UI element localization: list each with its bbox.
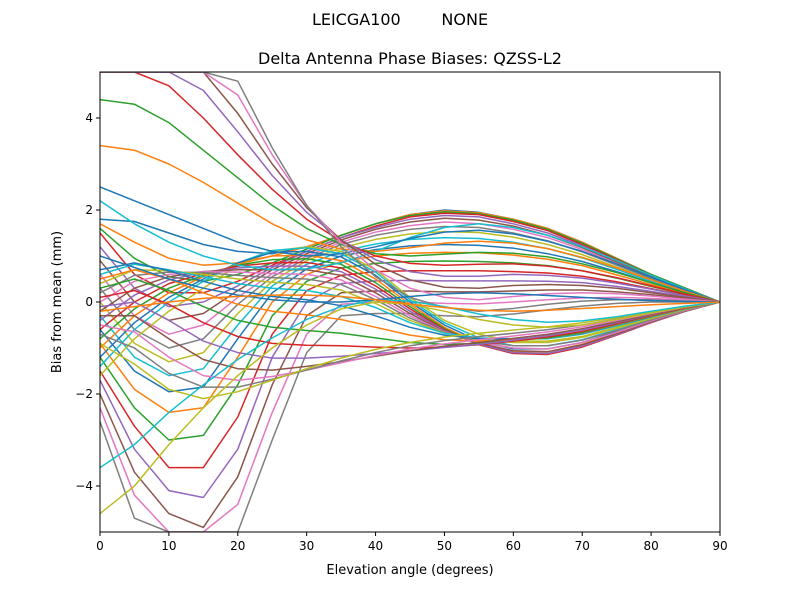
- series-line-18: [100, 301, 720, 532]
- y-tick-label: −2: [75, 387, 93, 401]
- y-axis-label: Bias from mean (mm): [50, 231, 65, 373]
- x-tick-label: 80: [643, 539, 658, 553]
- series-line-43: [100, 98, 720, 303]
- series-line-34: [100, 289, 720, 349]
- y-tick-label: 4: [85, 111, 93, 125]
- x-axis-label: Elevation angle (degrees): [326, 563, 493, 578]
- x-tick-label: 30: [299, 539, 314, 553]
- x-axis-ticks: 0 10 20 30 40 50 60 70 80 90: [96, 532, 728, 553]
- x-tick-label: 90: [712, 539, 727, 553]
- series-line-14: [100, 269, 720, 469]
- series-line-50: [100, 298, 720, 469]
- y-axis-ticks: −4 −2 0 2 4: [75, 111, 100, 493]
- x-tick-label: 50: [437, 539, 452, 553]
- series-line-36: [100, 301, 720, 371]
- series-line-52: [100, 294, 720, 312]
- series-line-45: [100, 72, 720, 303]
- series-line-21: [100, 250, 720, 358]
- chart-title: Delta Antenna Phase Biases: QZSS-L2: [258, 49, 562, 68]
- series-line-51: [100, 255, 720, 303]
- series-line-29: [100, 269, 720, 344]
- series-line-8: [100, 225, 720, 349]
- x-tick-label: 60: [506, 539, 521, 553]
- series-line-6: [100, 217, 720, 322]
- x-tick-label: 40: [368, 539, 383, 553]
- series-line-42: [100, 144, 720, 303]
- series-line-40: [100, 200, 720, 303]
- series-line-10: [100, 236, 720, 377]
- series-line-30: [100, 263, 720, 340]
- series-line-9: [100, 230, 720, 363]
- series-line-37: [100, 301, 720, 381]
- series-line-49: [100, 301, 720, 515]
- series-line-47: [100, 72, 720, 303]
- series-line-16: [100, 289, 720, 529]
- x-tick-label: 10: [161, 539, 176, 553]
- y-tick-label: −4: [75, 479, 93, 493]
- plot-series: [100, 72, 720, 532]
- y-tick-label: 2: [85, 203, 93, 217]
- x-tick-label: 0: [96, 539, 104, 553]
- series-line-17: [100, 296, 720, 532]
- x-tick-label: 20: [230, 539, 245, 553]
- series-line-27: [100, 270, 720, 350]
- chart-suptitle: LEICGA100 NONE: [312, 10, 488, 29]
- series-line-28: [100, 271, 720, 347]
- series-line-44: [100, 72, 720, 303]
- series-line-39: [100, 301, 720, 400]
- series-line-41: [100, 186, 720, 303]
- x-tick-label: 70: [575, 539, 590, 553]
- plot-area-frame: [99, 71, 721, 533]
- y-tick-label: 0: [85, 295, 93, 309]
- series-line-46: [100, 72, 720, 303]
